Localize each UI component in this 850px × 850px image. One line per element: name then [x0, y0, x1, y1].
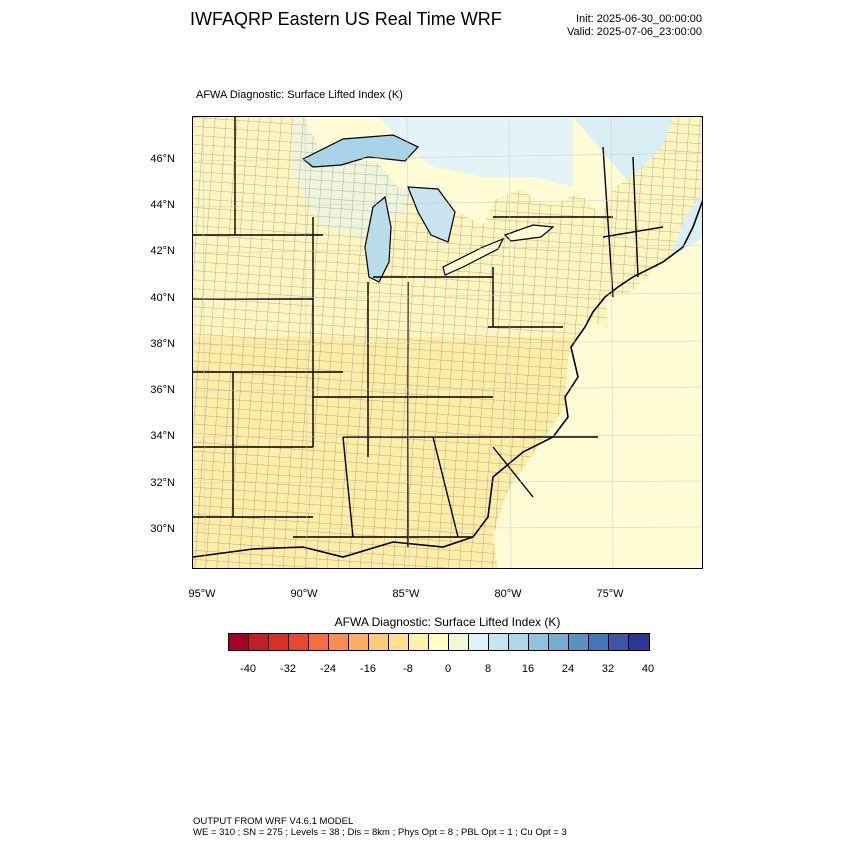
colorbar-tick-label: 8: [484, 663, 492, 675]
colorbar-swatch: [449, 634, 469, 650]
init-time: Init: 2025-06-30_00:00:00: [576, 13, 702, 25]
colorbar-tick-label: -24: [320, 663, 336, 675]
model-info: OUTPUT FROM WRF V4.6.1 MODEL WE = 310 ; …: [193, 816, 567, 838]
colorbar-swatch: [549, 634, 569, 650]
state-boundaries: [193, 117, 664, 547]
model-config: WE = 310 ; SN = 275 ; Levels = 38 ; Dis …: [193, 827, 567, 838]
lon-label-80w: 80°W: [494, 588, 522, 600]
colorbar-swatch: [609, 634, 629, 650]
lon-label-85w: 85°W: [392, 588, 420, 600]
lat-label-38n: 38°N: [150, 338, 175, 350]
model-version: OUTPUT FROM WRF V4.6.1 MODEL: [193, 816, 354, 827]
colorbar-swatch: [369, 634, 389, 650]
colorbar-swatch: [529, 634, 549, 650]
colorbar-tick-label: 40: [641, 663, 655, 675]
valid-time: Valid: 2025-07-06_23:00:00: [567, 26, 702, 38]
colorbar-swatch: [249, 634, 269, 650]
lat-label-34n: 34°N: [150, 430, 175, 442]
lake-michigan: [364, 195, 392, 283]
colorbar-swatch: [229, 634, 249, 650]
colorbar-swatch: [429, 634, 449, 650]
colorbar-tick-label: -40: [240, 663, 256, 675]
colorbar-tick-label: 16: [521, 663, 535, 675]
map-panel: [192, 116, 703, 569]
map-title: IWFAQRP Eastern US Real Time WRF: [190, 9, 502, 29]
colorbar-swatch: [309, 634, 329, 650]
lake-ontario: [503, 224, 555, 242]
colorbar-swatch: [269, 634, 289, 650]
colorbar-swatch: [509, 634, 529, 650]
coastline: [193, 200, 702, 558]
lifted-index-map: [193, 117, 702, 568]
lat-label-42n: 42°N: [150, 245, 175, 257]
colorbar-swatch: [569, 634, 589, 650]
colorbar-swatch: [409, 634, 429, 650]
lat-label-32n: 32°N: [150, 477, 175, 489]
lake-erie: [442, 237, 505, 276]
colorbar-title: AFWA Diagnostic: Surface Lifted Index (K…: [334, 615, 561, 629]
colorbar-swatch: [329, 634, 349, 650]
canada-stable-area: [378, 117, 573, 187]
lake-huron: [407, 186, 456, 243]
graticule: [193, 117, 702, 568]
lat-label-44n: 44°N: [150, 199, 175, 211]
colorbar-tick-label: -32: [280, 663, 296, 675]
colorbar: [228, 633, 650, 651]
lat-label-40n: 40°N: [150, 292, 175, 304]
lat-label-30n: 30°N: [150, 523, 175, 535]
colorbar-swatch: [629, 634, 649, 650]
colorbar-swatch: [389, 634, 409, 650]
colorbar-swatch: [469, 634, 489, 650]
lon-label-75w: 75°W: [596, 588, 624, 600]
colorbar-tick-label: 24: [561, 663, 575, 675]
colorbar-tick-label: -8: [403, 663, 413, 675]
lon-label-95w: 95°W: [188, 588, 216, 600]
colorbar-swatch: [489, 634, 509, 650]
colorbar-tick-label: 0: [444, 663, 452, 675]
run-times: Init: 2025-06-30_00:00:00 Valid: 2025-07…: [567, 13, 702, 39]
colorbar-tick-label: -16: [360, 663, 376, 675]
lat-label-36n: 36°N: [150, 384, 175, 396]
colorbar-tick-label: 32: [601, 663, 615, 675]
colorbar-swatch: [349, 634, 369, 650]
colorbar-swatch: [589, 634, 609, 650]
plot-field-label: AFWA Diagnostic: Surface Lifted Index (K…: [196, 89, 403, 101]
lat-label-46n: 46°N: [150, 153, 175, 165]
lon-label-90w: 90°W: [290, 588, 318, 600]
colorbar-swatch: [289, 634, 309, 650]
